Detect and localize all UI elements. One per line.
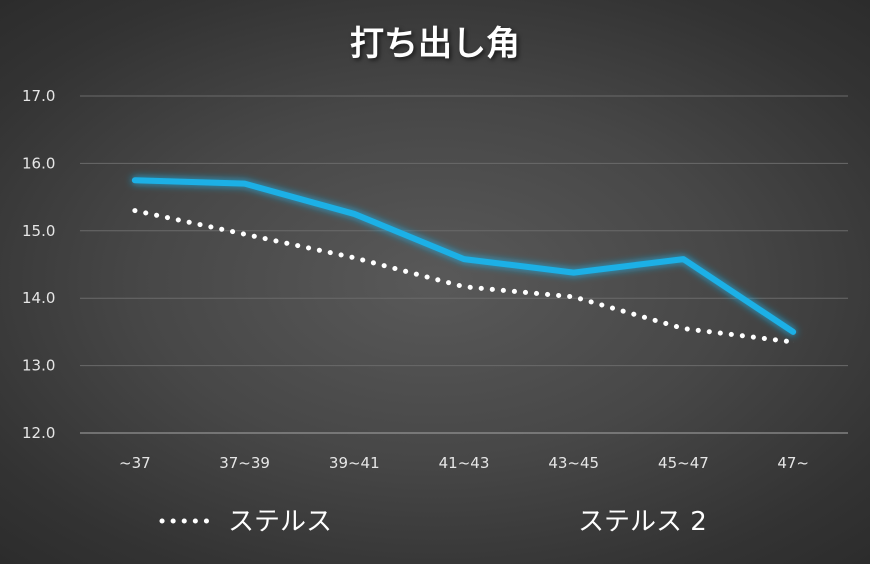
x-tick-label: 43~45 bbox=[548, 454, 599, 472]
chart-title: 打ち出し角 bbox=[350, 24, 520, 64]
gridlines bbox=[80, 95, 848, 434]
legend-label: ステルス 2 bbox=[578, 507, 707, 537]
y-tick-label: 15.0 bbox=[22, 222, 55, 240]
x-tick-label: 39~41 bbox=[329, 454, 380, 472]
legend-label: ステルス bbox=[228, 507, 332, 537]
y-tick-label: 12.0 bbox=[22, 424, 55, 442]
x-axis: ~37 37~39 39~41 41~43 43~45 45~47 47~ bbox=[119, 454, 809, 472]
series-group bbox=[131, 177, 797, 345]
legend: ステルス ステルス 2 bbox=[159, 507, 707, 537]
y-tick-label: 13.0 bbox=[22, 357, 55, 375]
y-tick-label: 16.0 bbox=[22, 154, 55, 172]
y-axis: 12.0 13.0 14.0 15.0 16.0 17.0 bbox=[22, 87, 55, 442]
x-tick-label: 37~39 bbox=[219, 454, 270, 472]
x-tick-label: ~37 bbox=[119, 454, 151, 472]
series-line-stelth-2 bbox=[131, 177, 797, 335]
y-tick-label: 14.0 bbox=[22, 289, 55, 307]
x-tick-label: 41~43 bbox=[439, 454, 490, 472]
series-line-stelth bbox=[132, 208, 796, 345]
x-tick-label: 45~47 bbox=[658, 454, 709, 472]
x-tick-label: 47~ bbox=[777, 454, 809, 472]
y-tick-label: 17.0 bbox=[22, 87, 55, 105]
